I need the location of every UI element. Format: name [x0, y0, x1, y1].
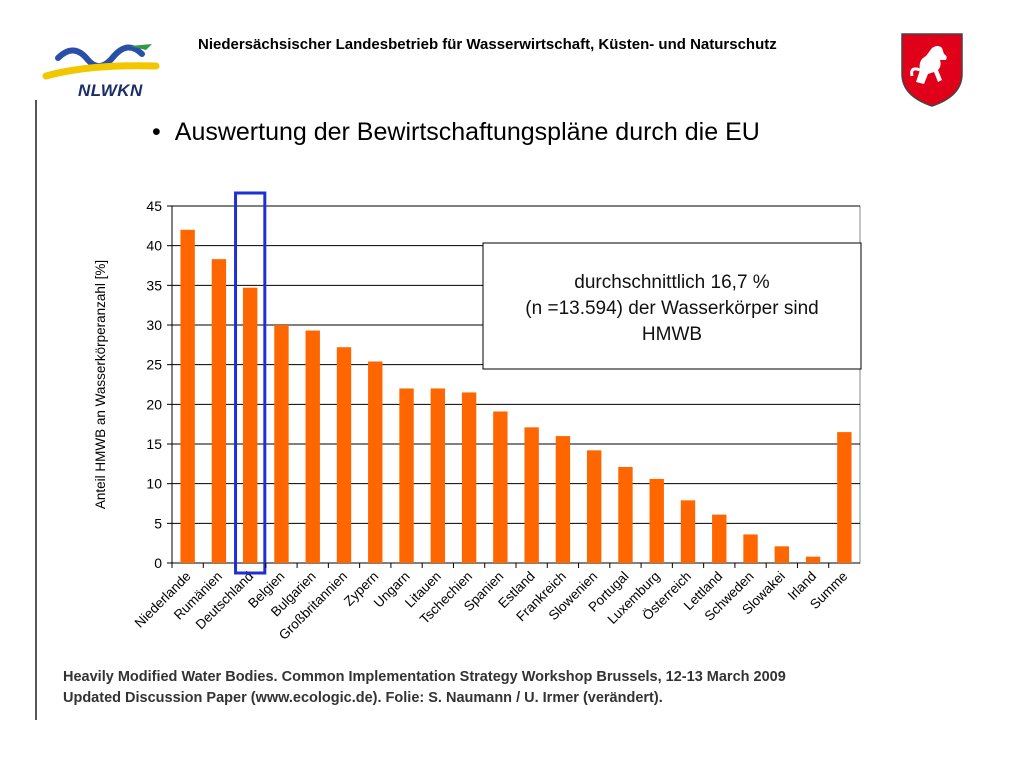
bar — [805, 556, 821, 563]
y-tick-label: 20 — [146, 396, 162, 412]
annotation-text: HMWB — [642, 324, 702, 345]
y-tick-label: 5 — [154, 515, 162, 531]
bar — [649, 478, 664, 563]
bar — [524, 427, 539, 563]
y-axis-label: Anteil HMWB an Wasserkörperanzahl [%] — [93, 260, 108, 509]
bar — [555, 436, 571, 563]
y-tick-label: 25 — [146, 357, 162, 373]
y-tick-label: 10 — [146, 476, 162, 492]
y-tick-label: 30 — [146, 317, 162, 333]
nlwkn-logo-icon — [42, 44, 160, 80]
y-tick-label: 40 — [146, 238, 162, 254]
y-tick-label: 15 — [146, 436, 162, 452]
hmwb-bar-chart: 0 5 10 15 20 25 30 35 40 45 Anteil HMWB an Wasserk… — [93, 191, 862, 643]
bar — [493, 411, 508, 563]
bar — [837, 432, 852, 563]
annotation-box — [482, 242, 862, 370]
lower-saxony-horse-crest-icon — [901, 33, 963, 107]
bar — [242, 287, 258, 563]
bar — [430, 388, 446, 563]
bar — [618, 467, 633, 563]
bar — [368, 361, 383, 563]
caption-line-2: Updated Discussion Paper (www.ecologic.d… — [63, 690, 663, 706]
bar — [211, 259, 227, 563]
bar — [774, 546, 790, 563]
bar — [399, 388, 414, 563]
logo-text: NLWKN — [78, 81, 143, 100]
slide-heading: • Auswertung der Bewirtschaftungspläne d… — [152, 118, 760, 147]
y-tick-label: 0 — [154, 555, 162, 571]
y-tick-label: 35 — [146, 277, 162, 293]
bar — [336, 347, 352, 563]
annotation-text: (n =13.594) der Wasserkörper sind — [525, 298, 818, 319]
bar — [680, 500, 696, 563]
bar — [712, 514, 727, 563]
left-rule — [35, 100, 37, 720]
organization-name: Niedersächsischer Landesbetrieb für Wass… — [198, 36, 777, 53]
bar — [586, 450, 602, 563]
highlight-frame — [234, 191, 267, 575]
bar — [180, 229, 195, 564]
bullet-marker: • — [152, 118, 161, 146]
bar — [274, 325, 289, 563]
caption-line-1: Heavily Modified Water Bodies. Common Im… — [63, 669, 786, 685]
bar — [743, 534, 758, 563]
y-tick-label: 45 — [146, 198, 162, 214]
source-caption: Heavily Modified Water Bodies. Common Im… — [63, 667, 786, 709]
bar — [305, 330, 320, 563]
annotation-text: durchschnittlich 16,7 % — [574, 272, 769, 293]
slide-title: Auswertung der Bewirtschaftungspläne dur… — [174, 118, 760, 146]
bar — [461, 392, 477, 563]
